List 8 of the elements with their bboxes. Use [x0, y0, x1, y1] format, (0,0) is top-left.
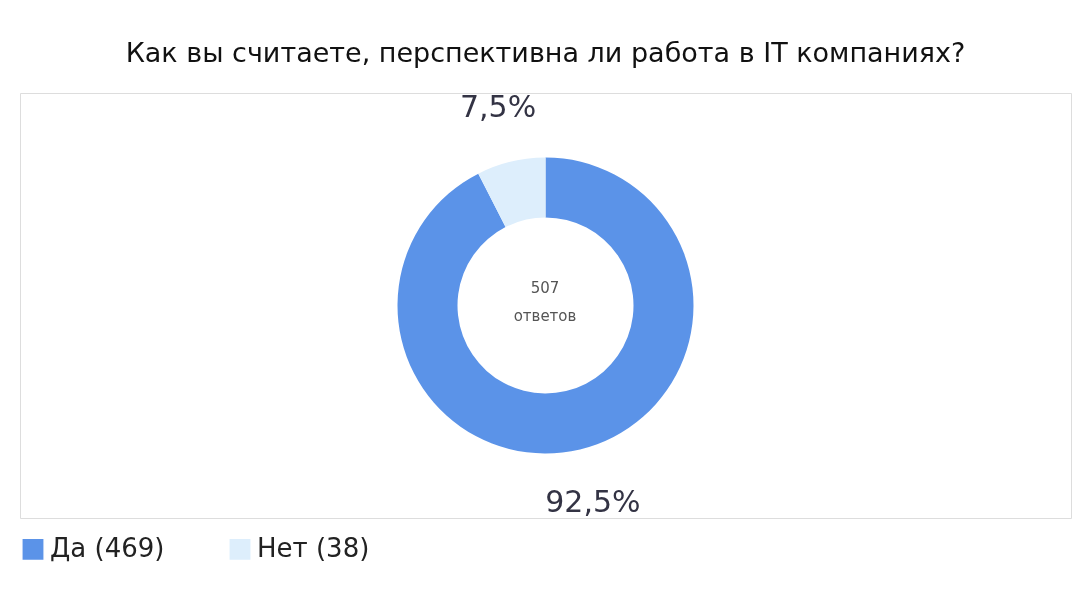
text: 507 ответов [513, 279, 577, 325]
data-label: 7,5% [460, 89, 537, 125]
legend-label: Нет (38) [257, 533, 370, 564]
donut-slice [397, 157, 694, 454]
chart-title: Как вы считаете, перспективна ли работа в IT компаниях? [125, 37, 966, 68]
donut-slice [478, 157, 546, 228]
data-label: 92,5% [545, 483, 641, 519]
legend-label: Да (469) [50, 533, 165, 564]
